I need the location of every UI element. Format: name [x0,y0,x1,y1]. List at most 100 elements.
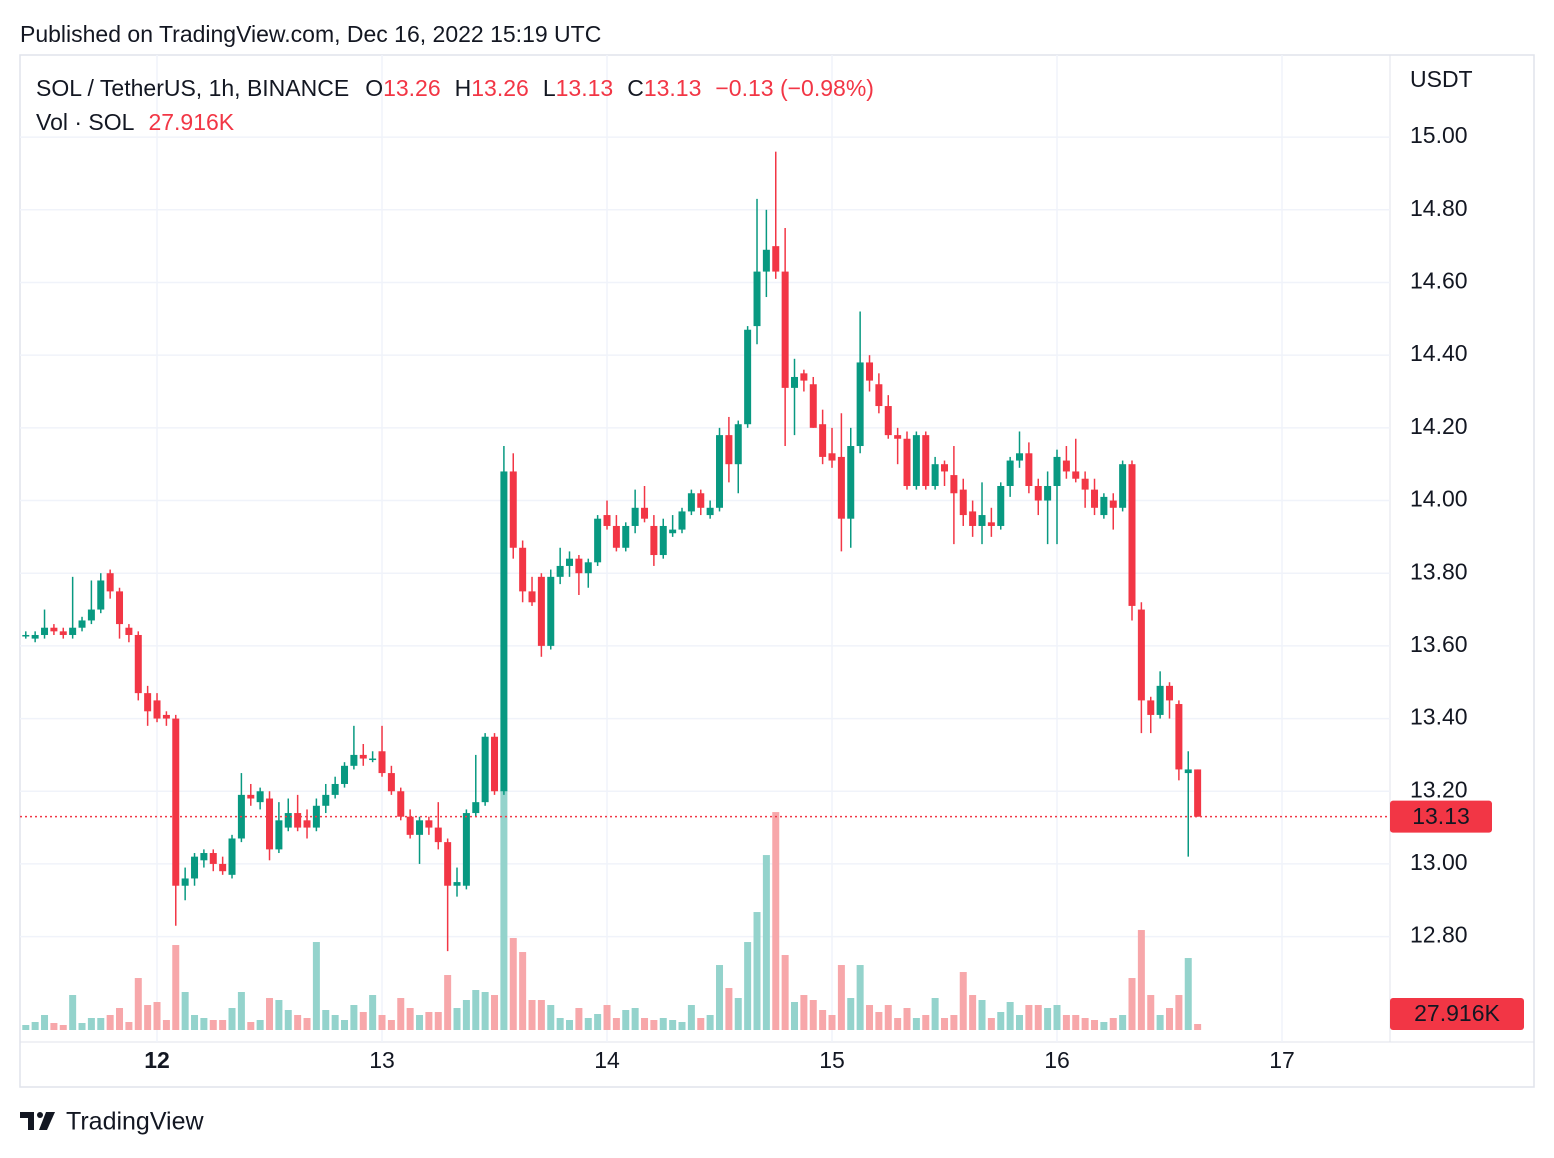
candle-body [669,529,677,534]
candle-body [987,522,995,526]
volume-bar [219,1020,227,1030]
candle-body [106,573,114,592]
volume-bar [509,938,517,1030]
candle-body [912,435,920,486]
volume-bar [31,1022,39,1030]
candle-body [1156,685,1164,715]
volume-bar [725,988,733,1030]
candle-body [181,878,189,886]
volume-bar [444,975,452,1030]
candle-body [1015,453,1023,461]
low-value: 13.13 [556,75,614,101]
candle-body [209,853,217,864]
volume-bar [922,1015,930,1030]
candle-body [1109,500,1117,508]
y-tick-label: 13.20 [1410,776,1468,802]
volume-bar [809,1000,817,1030]
volume-layer [22,790,1202,1030]
candle-body [491,736,499,792]
volume-bar [641,1018,649,1030]
candle-layer [22,151,1202,952]
candle-body [847,446,855,519]
volume-bar [275,1000,283,1030]
candle-body [1119,464,1127,508]
candle-body [819,424,827,457]
candle-body [566,558,574,566]
volume-bar [659,1018,667,1030]
y-tick-label: 13.40 [1410,704,1468,730]
volume-bar [1072,1015,1080,1030]
candle-body [191,856,199,879]
volume-bar [1081,1018,1089,1030]
candle-body [875,384,883,407]
candle-body [697,493,705,508]
high-value: 13.26 [471,75,529,101]
volume-bar [172,945,180,1030]
footer-brand: TradingView [66,1108,205,1136]
candle-body [828,453,836,461]
volume-bar [228,1008,236,1030]
y-axis-label: USDT [1410,66,1473,92]
volume-bar [1100,1022,1108,1030]
volume-bar [519,952,527,1030]
candle-body [116,591,124,625]
ohlc-label: L [543,75,556,101]
volume-bar [116,1008,124,1030]
volume-bar [950,1015,958,1030]
volume-bar [106,1015,114,1030]
candle-body [659,525,667,556]
candle-body [87,609,95,621]
candle-body [1034,485,1042,501]
volume-bar [716,965,724,1030]
ohlc-label: O [365,75,383,101]
candle-body [1053,456,1061,486]
candle-body [172,718,180,886]
volume-bar [828,1015,836,1030]
volume-bar [1194,1023,1202,1030]
candle-body [1062,460,1070,472]
volume-bar [434,1012,442,1030]
volume-bar [912,1018,920,1030]
tradingview-logo: TradingView [20,1108,205,1136]
candle-body [837,456,845,519]
volume-bar [1025,1005,1033,1030]
volume-bar [341,1020,349,1030]
candle-body [406,816,414,835]
y-tick-label: 14.40 [1410,340,1468,366]
volume-bar [1156,1015,1164,1030]
volume-bar [1006,1002,1014,1030]
volume-bar [669,1020,677,1030]
logo-mark [37,1112,43,1118]
candle-body [322,794,330,806]
candle-body [162,714,170,719]
candle-body [725,435,733,465]
candle-body [359,754,367,759]
candle-body [59,631,67,635]
volume-bar [1175,995,1183,1030]
volume-bar [294,1015,302,1030]
price-label: 13.13 [1412,803,1470,829]
volume-bar [1109,1018,1117,1030]
y-tick-label: 13.60 [1410,631,1468,657]
volume-bar [744,942,752,1030]
volume-bar [200,1018,208,1030]
volume-bar [931,998,939,1030]
x-tick-label: 12 [144,1047,170,1073]
volume-bar [969,995,977,1030]
volume-bar [209,1020,217,1030]
candle-body [387,773,395,792]
y-tick-label: 14.60 [1410,268,1468,294]
candle-body [687,493,695,512]
candle-body [50,627,58,632]
candle-body [622,525,630,548]
candle-body [275,820,283,850]
volume-bar [359,1012,367,1030]
ohlc-label: C [627,75,644,101]
candle-body [903,438,911,486]
volume-bar [1062,1015,1070,1030]
candle-body [594,518,602,563]
candle-body [603,515,611,526]
volume-bar [153,1002,161,1030]
candle-body [472,802,480,814]
